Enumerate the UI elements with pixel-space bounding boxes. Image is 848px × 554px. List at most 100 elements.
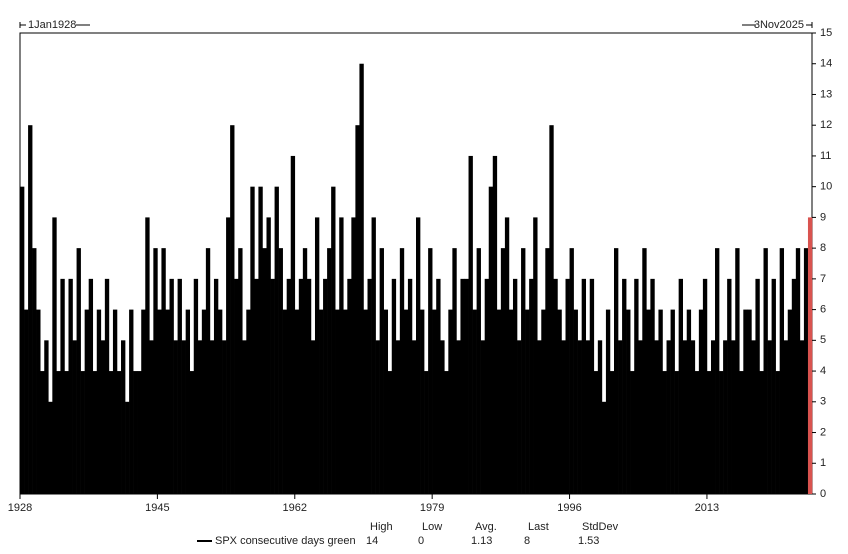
- y-tick-label: 0: [820, 488, 826, 500]
- bar: [779, 248, 785, 494]
- x-tick-label: 2013: [695, 502, 719, 514]
- bar: [371, 217, 376, 494]
- bar: [387, 371, 393, 494]
- bar: [630, 371, 635, 494]
- bar: [258, 186, 263, 494]
- bar: [601, 401, 607, 494]
- bar: [755, 278, 760, 494]
- bar: [351, 217, 356, 494]
- y-tick-label: 15: [820, 27, 832, 39]
- bar: [129, 309, 134, 494]
- y-tick-label: 5: [820, 334, 826, 346]
- bar: [302, 248, 308, 494]
- bar: [72, 340, 77, 494]
- y-tick-label: 9: [820, 211, 826, 223]
- bar: [609, 371, 615, 494]
- bar: [452, 248, 457, 494]
- bar: [161, 248, 166, 494]
- bar: [319, 309, 324, 494]
- bar: [359, 63, 364, 494]
- bar: [508, 309, 514, 494]
- bar: [68, 278, 73, 494]
- bar: [96, 309, 102, 494]
- bar: [165, 309, 170, 494]
- x-tick-label: 1945: [145, 502, 169, 514]
- bar: [108, 371, 114, 494]
- bar: [246, 309, 251, 494]
- y-tick-label: 12: [820, 119, 832, 131]
- bar: [76, 248, 81, 494]
- bar: [181, 340, 186, 494]
- bar: [500, 248, 506, 494]
- bar: [375, 340, 380, 494]
- bar: [541, 309, 546, 494]
- bar: [662, 371, 667, 494]
- bar: [347, 278, 352, 494]
- bar: [731, 340, 736, 494]
- bar: [767, 340, 772, 494]
- y-tick-label: 10: [820, 181, 832, 193]
- bar: [44, 340, 49, 494]
- bar: [48, 401, 53, 494]
- bar: [104, 278, 110, 494]
- bar: [395, 340, 401, 494]
- bar: [290, 155, 296, 494]
- bar: [343, 309, 348, 494]
- bar: [496, 309, 502, 494]
- bar: [262, 248, 267, 494]
- bar: [549, 125, 554, 494]
- bar: [189, 371, 195, 494]
- x-tick-label: 1996: [557, 502, 581, 514]
- bar: [213, 278, 219, 494]
- bar: [517, 340, 522, 494]
- bar: [715, 248, 720, 494]
- bar: [807, 217, 813, 494]
- bar: [391, 278, 397, 494]
- bar: [626, 309, 631, 494]
- bar: [40, 371, 45, 494]
- bar: [270, 278, 275, 494]
- bar: [799, 340, 805, 494]
- bar: [702, 278, 708, 494]
- bar: [488, 186, 494, 494]
- bar: [173, 340, 178, 494]
- bar: [759, 371, 764, 494]
- y-tick-label: 3: [820, 396, 826, 408]
- bar: [52, 217, 57, 494]
- y-tick-label: 7: [820, 273, 826, 285]
- stat-value: 1.13: [471, 535, 492, 547]
- y-tick-label: 11: [820, 150, 831, 162]
- bar: [723, 340, 728, 494]
- bar: [383, 309, 389, 494]
- bar: [581, 278, 587, 494]
- bar: [618, 340, 623, 494]
- bar: [706, 371, 712, 494]
- bar: [504, 217, 510, 494]
- bar: [278, 248, 283, 494]
- x-tick-label: 1979: [420, 502, 444, 514]
- bar: [525, 309, 530, 494]
- bar: [306, 278, 312, 494]
- bar: [597, 340, 603, 494]
- bar: [698, 309, 704, 494]
- bar: [512, 278, 518, 494]
- bar: [710, 340, 716, 494]
- bar: [24, 309, 29, 494]
- bar: [448, 309, 453, 494]
- legend-label: SPX consecutive days green: [215, 535, 356, 547]
- bar: [674, 371, 679, 494]
- bar: [153, 248, 158, 494]
- bar: [234, 278, 239, 494]
- bar: [634, 278, 639, 494]
- bar: [32, 248, 37, 494]
- y-tick-label: 14: [820, 58, 832, 70]
- bar: [424, 371, 429, 494]
- bar: [28, 125, 33, 494]
- stat-value: 8: [524, 535, 530, 547]
- bar: [335, 309, 340, 494]
- bar: [193, 278, 199, 494]
- bar: [222, 340, 227, 494]
- bar: [64, 371, 69, 494]
- bar: [355, 125, 360, 494]
- bar: [440, 340, 445, 494]
